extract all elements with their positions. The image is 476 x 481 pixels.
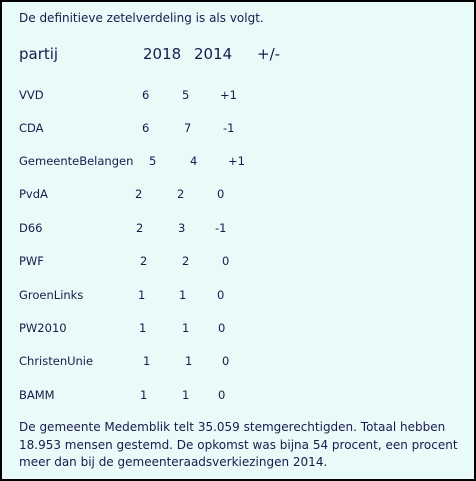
header-2018: 2018	[143, 45, 182, 63]
row-2018: 2	[136, 221, 144, 235]
row-diff: 0	[218, 388, 226, 402]
row-2014: 1	[185, 354, 193, 368]
row-diff: -1	[215, 221, 227, 235]
row-diff: 0	[218, 321, 226, 335]
row-2014: 2	[177, 187, 185, 201]
row-diff: 0	[217, 288, 225, 302]
row-party: BAMM	[19, 388, 55, 402]
row-party: PWF	[19, 254, 44, 268]
row-diff: 0	[222, 354, 230, 368]
row-2018: 1	[139, 321, 147, 335]
row-party: ChristenUnie	[19, 354, 94, 368]
row-2014: 4	[190, 154, 198, 168]
row-diff: +1	[228, 154, 245, 168]
row-2018: 6	[142, 121, 150, 135]
turnout-paragraph: De gemeente Medemblik telt 35.059 stemge…	[19, 420, 458, 469]
header-party: partij	[19, 45, 59, 63]
row-2018: 1	[140, 388, 148, 402]
row-2018: 5	[149, 154, 157, 168]
intro-text: De definitieve zetelverdeling is als vol…	[19, 11, 264, 25]
row-party: GroenLinks	[19, 288, 84, 302]
row-party: D66	[19, 221, 43, 235]
row-party: PW2010	[19, 321, 67, 335]
row-2018: 2	[135, 187, 143, 201]
row-2014: 7	[184, 121, 192, 135]
header-2014: 2014	[194, 45, 233, 63]
row-2014: 2	[182, 254, 190, 268]
row-diff: 0	[217, 187, 225, 201]
row-diff: 0	[222, 254, 230, 268]
row-2018: 2	[140, 254, 148, 268]
row-2014: 1	[182, 321, 190, 335]
row-2018: 6	[142, 88, 150, 102]
row-2018: 1	[138, 288, 146, 302]
row-2014: 1	[182, 388, 190, 402]
row-2018: 1	[143, 354, 151, 368]
row-2014: 1	[179, 288, 187, 302]
row-party: VVD	[19, 88, 44, 102]
header-diff: +/-	[257, 45, 281, 63]
row-diff: +1	[220, 88, 237, 102]
row-party: PvdA	[19, 187, 48, 201]
row-party: CDA	[19, 121, 44, 135]
row-party: GemeenteBelangen	[19, 154, 134, 168]
row-2014: 3	[178, 221, 186, 235]
row-diff: -1	[223, 121, 235, 135]
row-2014: 5	[182, 88, 190, 102]
